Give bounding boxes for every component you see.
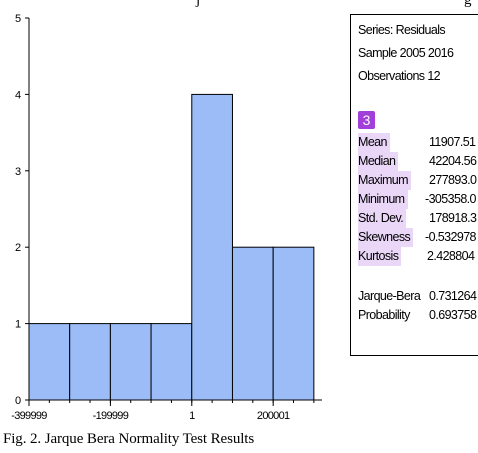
- y-tick-label: 0: [15, 395, 21, 407]
- chart-ticks: 0 1 2 3 4 5 -399999 -199999 1 200001: [11, 13, 315, 422]
- stat-label: Kurtosis: [358, 247, 402, 266]
- stat-row-std-dev: Std. Dev. 178918.3: [351, 209, 478, 228]
- y-tick-label: 1: [15, 319, 21, 331]
- histogram-bar: [69, 323, 111, 401]
- stat-value: 0.693758: [429, 308, 477, 322]
- stat-value: 277893.0: [429, 173, 477, 187]
- figure-caption: Fig. 2. Jarque Bera Normality Test Resul…: [3, 431, 255, 447]
- histogram-chart: 0 1 2 3 4 5 -399999 -199999 1 200001: [11, 13, 322, 422]
- stat-label: Skewness: [358, 228, 414, 247]
- stat-value: 178918.3: [429, 211, 477, 225]
- stat-row-median: Median 42204.56: [351, 152, 478, 171]
- histogram-bar: [191, 93, 233, 401]
- cut-off-text-left: j: [196, 0, 201, 8]
- histogram-bar: [231, 246, 274, 401]
- stat-row-maximum: Maximum 277893.0: [351, 171, 478, 190]
- histogram-bar: [28, 323, 71, 401]
- stat-row-minimum: Minimum -305358.0: [351, 190, 478, 209]
- stat-row-kurtosis: Kurtosis 2.428804: [351, 247, 478, 266]
- cut-off-text-right: g: [464, 0, 472, 8]
- sample-range: Sample 2005 2016: [358, 46, 454, 60]
- y-tick-label: 4: [15, 89, 21, 101]
- stat-row-jarque-bera: Jarque-Bera 0.731264: [351, 287, 478, 306]
- observations-count: Observations 12: [358, 69, 441, 83]
- x-tick-label: 1: [189, 410, 195, 422]
- stat-value: 0.731264: [429, 289, 477, 303]
- y-tick-label: 2: [15, 242, 21, 254]
- stat-row-mean: Mean 11907.51: [351, 133, 478, 152]
- annotation-badge: 3: [358, 111, 375, 129]
- stat-label: Jarque-Bera: [358, 289, 421, 303]
- x-tick-label: -199999: [93, 410, 129, 422]
- stat-label: Median: [358, 152, 399, 171]
- series-name: Series: Residuals: [358, 23, 446, 37]
- y-tick-label: 5: [15, 13, 21, 25]
- stat-row-probability: Probability 0.693758: [351, 306, 478, 325]
- stat-label: Probability: [358, 308, 410, 322]
- stat-label: Maximum: [358, 171, 411, 190]
- stat-row-skewness: Skewness -0.532978: [351, 228, 478, 247]
- stat-value: -305358.0: [425, 192, 477, 206]
- histogram-bar: [150, 323, 193, 401]
- stat-label: Std. Dev.: [358, 209, 407, 228]
- x-tick-label: -399999: [11, 410, 47, 422]
- histogram-bars: [28, 93, 315, 401]
- stat-value: 42204.56: [429, 154, 477, 168]
- stat-value: 2.428804: [427, 249, 475, 263]
- stat-label: Minimum: [358, 190, 408, 209]
- y-tick-label: 3: [15, 166, 21, 178]
- stat-label: Mean: [358, 133, 390, 152]
- statistics-panel: Series: Residuals Sample 2005 2016 Obser…: [350, 14, 478, 356]
- histogram-bar: [272, 246, 315, 401]
- histogram-bar: [109, 323, 152, 401]
- stat-value: 11907.51: [429, 135, 476, 149]
- stat-value: -0.532978: [425, 230, 477, 244]
- x-tick-label: 200001: [257, 410, 290, 422]
